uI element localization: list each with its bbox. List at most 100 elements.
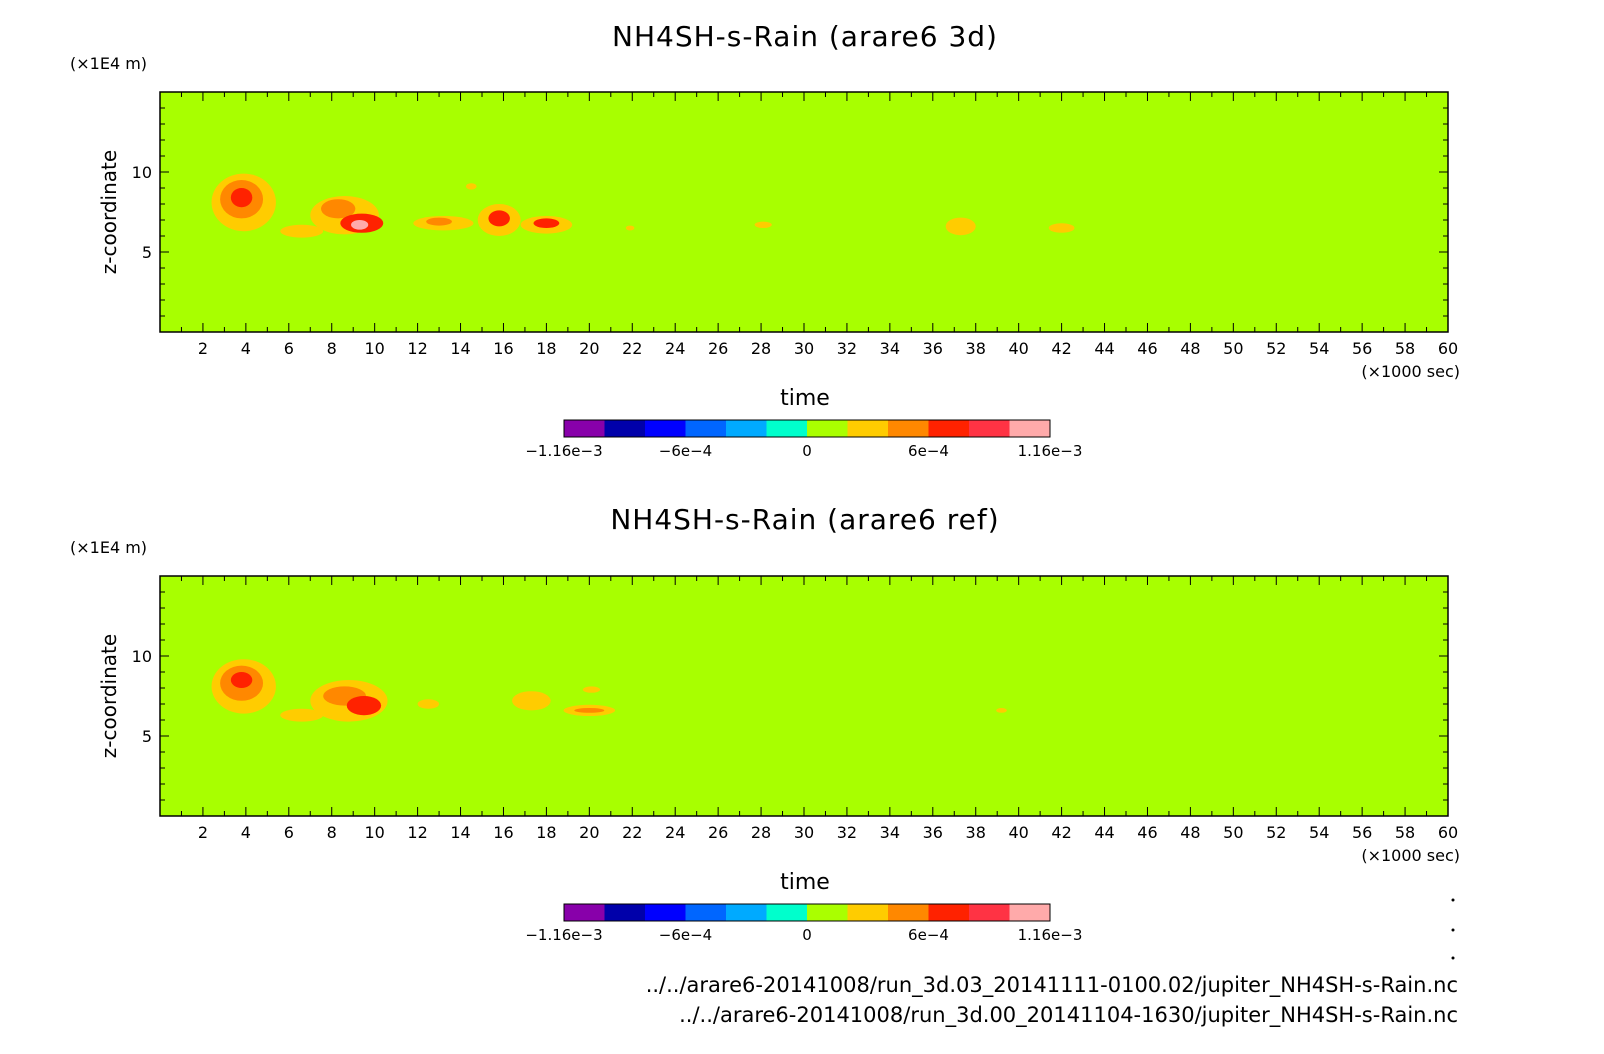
colorbar-swatch bbox=[726, 904, 767, 921]
y-axis-label: z-coordinate bbox=[97, 150, 121, 274]
x-tick-label: 8 bbox=[327, 339, 337, 358]
contour-layer bbox=[211, 659, 1007, 722]
colorbar-swatch bbox=[766, 904, 808, 921]
x-tick-label: 8 bbox=[327, 823, 337, 842]
x-tick-label: 4 bbox=[241, 339, 251, 358]
colorbar-swatch bbox=[1009, 420, 1051, 437]
x-tick-label: 30 bbox=[794, 339, 814, 358]
colorbar-swatch bbox=[928, 904, 970, 921]
x-axis-label: time bbox=[780, 386, 830, 411]
x-tick-label: 28 bbox=[751, 339, 771, 358]
colorbar-swatch bbox=[564, 904, 605, 921]
x-tick-label: 44 bbox=[1094, 823, 1114, 842]
contour-region bbox=[1048, 223, 1075, 233]
colorbar-swatch bbox=[645, 904, 686, 921]
y-tick-label: 5 bbox=[142, 727, 152, 746]
x-tick-label: 20 bbox=[579, 339, 599, 358]
y-axis-unit: (×1E4 m) bbox=[70, 538, 147, 557]
contour-region bbox=[417, 699, 440, 709]
colorbar-swatch bbox=[645, 420, 686, 437]
panel-ref: NH4SH-s-Rain (arare6 ref) (×1E4 m) 2 4 6 8 10 1… bbox=[70, 503, 1460, 944]
colorbar-swatch bbox=[847, 420, 889, 437]
x-tick-label: 50 bbox=[1223, 823, 1243, 842]
colorbar-label: 1.16e−3 bbox=[1018, 926, 1083, 944]
contour-layer bbox=[211, 173, 1075, 238]
x-tick-label: 22 bbox=[622, 823, 642, 842]
x-tick-label: 32 bbox=[837, 823, 857, 842]
colorbar-label: 0 bbox=[802, 442, 812, 460]
x-tick-label: 60 bbox=[1438, 339, 1458, 358]
colorbar-swatch bbox=[969, 420, 1010, 437]
x-tick-label: 28 bbox=[751, 823, 771, 842]
colorbar-label: −1.16e−3 bbox=[525, 926, 602, 944]
x-tick-label: 40 bbox=[1008, 339, 1028, 358]
colorbar-swatch bbox=[564, 420, 605, 437]
x-tick-label: 56 bbox=[1352, 823, 1372, 842]
y-tick-label: 5 bbox=[142, 243, 152, 262]
contour-region bbox=[280, 708, 324, 722]
y-tick-label: 10 bbox=[132, 163, 152, 182]
colorbar-swatch bbox=[726, 420, 767, 437]
x-tick-label: 12 bbox=[407, 339, 427, 358]
x-tick-label: 50 bbox=[1223, 339, 1243, 358]
x-tick-label: 12 bbox=[407, 823, 427, 842]
colorbar-swatch bbox=[888, 904, 929, 921]
x-tick-label: 58 bbox=[1395, 339, 1415, 358]
x-tick-label: 2 bbox=[198, 823, 208, 842]
colorbar-label: 6e−4 bbox=[908, 442, 949, 460]
contour-region bbox=[996, 708, 1007, 713]
colorbar-swatch bbox=[604, 420, 646, 437]
stray-dots bbox=[1451, 898, 1455, 960]
x-tick-label: 26 bbox=[708, 823, 728, 842]
x-tick-label: 36 bbox=[923, 339, 943, 358]
x-tick-label: 60 bbox=[1438, 823, 1458, 842]
x-tick-label: 52 bbox=[1266, 823, 1286, 842]
x-tick-label: 44 bbox=[1094, 339, 1114, 358]
x-tick-label: 10 bbox=[364, 339, 384, 358]
x-tick-label: 46 bbox=[1137, 339, 1157, 358]
colorbar-swatch bbox=[807, 904, 848, 921]
x-tick-label: 42 bbox=[1051, 339, 1071, 358]
chart-title: NH4SH-s-Rain (arare6 ref) bbox=[610, 503, 999, 536]
contour-region bbox=[280, 224, 324, 238]
x-tick-label: 40 bbox=[1008, 823, 1028, 842]
colorbar-swatch bbox=[888, 420, 929, 437]
contour-region bbox=[321, 199, 356, 219]
colorbar-label: 6e−4 bbox=[908, 926, 949, 944]
colorbar-swatch bbox=[928, 420, 970, 437]
contour-region bbox=[426, 217, 452, 226]
x-tick-label: 42 bbox=[1051, 823, 1071, 842]
colorbar-frame bbox=[563, 419, 1051, 438]
contour-region bbox=[351, 220, 369, 230]
x-axis-unit: (×1000 sec) bbox=[1361, 362, 1460, 381]
contour-region bbox=[945, 217, 976, 236]
x-tick-label: 54 bbox=[1309, 823, 1329, 842]
x-tick-label: 24 bbox=[665, 823, 685, 842]
contour-region bbox=[533, 218, 560, 228]
colorbar-swatch bbox=[807, 420, 848, 437]
x-tick-label: 56 bbox=[1352, 339, 1372, 358]
x-tick-label: 20 bbox=[579, 823, 599, 842]
y-axis-unit: (×1E4 m) bbox=[70, 54, 147, 73]
x-tick-label: 34 bbox=[880, 823, 900, 842]
y-axis-label: z-coordinate bbox=[97, 634, 121, 758]
x-tick-label: 16 bbox=[493, 339, 513, 358]
contour-region bbox=[625, 225, 635, 231]
x-tick-label: 16 bbox=[493, 823, 513, 842]
x-tick-label: 10 bbox=[364, 823, 384, 842]
x-tick-label: 54 bbox=[1309, 339, 1329, 358]
colorbar-label: 0 bbox=[802, 926, 812, 944]
x-tick-label: 52 bbox=[1266, 339, 1286, 358]
colorbar-label: 1.16e−3 bbox=[1018, 442, 1083, 460]
x-tick-label: 48 bbox=[1180, 823, 1200, 842]
dot bbox=[1451, 956, 1455, 960]
chart-title: NH4SH-s-Rain (arare6 3d) bbox=[612, 20, 998, 53]
colorbar-label: −6e−4 bbox=[659, 442, 712, 460]
colorbar-swatch bbox=[604, 904, 646, 921]
contour-region bbox=[582, 686, 601, 693]
contour-region bbox=[574, 708, 605, 713]
colorbar-frame bbox=[563, 903, 1051, 922]
x-tick-label: 6 bbox=[284, 823, 294, 842]
x-tick-label: 30 bbox=[794, 823, 814, 842]
source-file-2: ../../arare6-20141008/run_3d.00_20141104… bbox=[679, 1003, 1458, 1028]
